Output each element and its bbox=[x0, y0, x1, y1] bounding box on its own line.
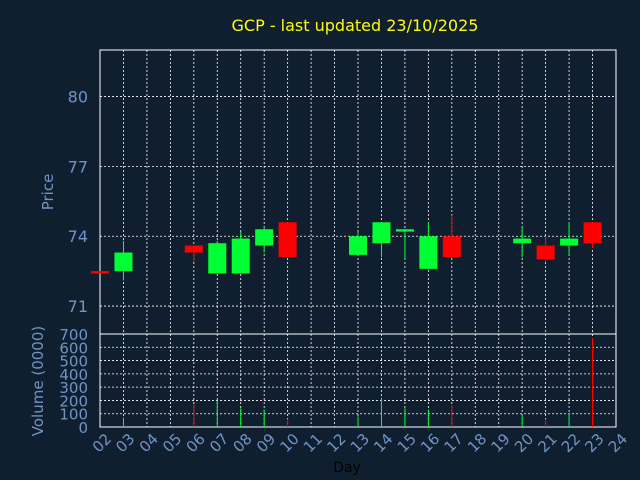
candle-body bbox=[278, 222, 297, 258]
candle-body bbox=[255, 229, 274, 246]
candle-body bbox=[395, 229, 414, 232]
volume-tick-label: 400 bbox=[59, 366, 88, 384]
price-tick-label: 80 bbox=[68, 88, 88, 107]
x-axis-label: Day bbox=[333, 460, 361, 476]
volume-tick-label: 0 bbox=[78, 419, 88, 437]
volume-tick-label: 200 bbox=[59, 392, 88, 410]
price-axis-label: Price bbox=[39, 174, 57, 211]
candle-body bbox=[231, 238, 250, 274]
x-axis: 0203040506070809101112131415161718192021… bbox=[89, 430, 631, 456]
candle-body bbox=[513, 238, 532, 244]
candle-body bbox=[91, 271, 109, 274]
volume-tick-label: 700 bbox=[59, 326, 88, 344]
candle-body bbox=[442, 236, 461, 258]
chart-title: GCP - last updated 23/10/2025 bbox=[232, 16, 479, 35]
candle-body bbox=[372, 222, 391, 244]
candle-body bbox=[536, 245, 555, 260]
volume-tick-label: 500 bbox=[59, 353, 88, 371]
candle-body bbox=[114, 252, 133, 272]
price-panel: 71 74 77 80 bbox=[68, 49, 617, 335]
candle-body bbox=[349, 236, 367, 255]
candle-body bbox=[419, 236, 438, 269]
candle-body bbox=[583, 222, 602, 244]
price-tick-label: 71 bbox=[68, 297, 88, 316]
price-tick-label: 77 bbox=[68, 157, 88, 176]
price-tick-label: 74 bbox=[68, 227, 88, 246]
volume-tick-label: 100 bbox=[59, 406, 88, 424]
volume-tick-label: 300 bbox=[59, 379, 88, 397]
candle-body bbox=[208, 243, 227, 274]
candle-body bbox=[560, 238, 579, 246]
volume-axis-label: Volume (0000) bbox=[29, 326, 47, 436]
candle-body bbox=[184, 245, 203, 253]
volume-tick-label: 600 bbox=[59, 339, 88, 357]
